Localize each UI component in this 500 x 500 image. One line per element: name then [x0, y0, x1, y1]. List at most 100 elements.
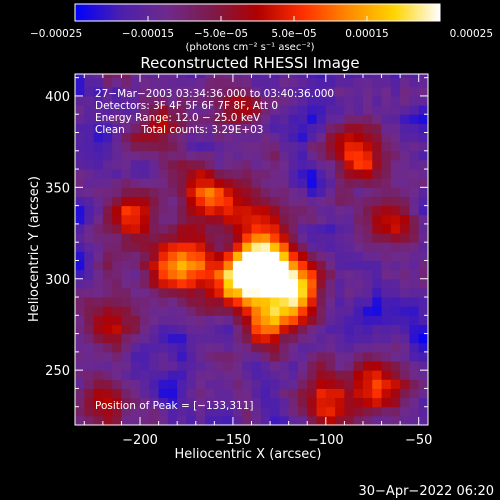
heatmap-cell	[195, 77, 206, 88]
heatmap-cell	[270, 123, 280, 133]
heatmap-cell	[158, 150, 169, 161]
heatmap-cell	[325, 233, 336, 243]
heatmap-cell	[260, 306, 271, 316]
heatmap-cell	[140, 74, 150, 79]
heatmap-cell	[297, 141, 308, 152]
heatmap-cell	[400, 397, 410, 408]
heatmap-cell	[344, 388, 355, 399]
heatmap-cell	[270, 178, 280, 188]
heatmap-cell	[205, 233, 215, 243]
heatmap-cell	[353, 306, 364, 316]
heatmap-cell	[75, 379, 85, 389]
heatmap-cell	[102, 123, 113, 133]
heatmap-cell	[84, 233, 95, 243]
heatmap-cell	[400, 114, 410, 124]
heatmap-cell	[325, 132, 336, 143]
heatmap-cell	[270, 242, 280, 252]
annotation-energy-range: Energy Range: 12.0 − 25.0 keV	[95, 112, 261, 124]
heatmap-cell	[316, 233, 327, 243]
heatmap-cell	[84, 132, 95, 143]
heatmap-cell	[93, 269, 104, 280]
heatmap-cell	[353, 351, 364, 362]
heatmap-cell	[316, 342, 327, 353]
heatmap-cell	[205, 287, 215, 298]
heatmap-cell	[390, 351, 401, 362]
heatmap-cell	[186, 242, 197, 252]
heatmap-cell	[75, 159, 85, 170]
heatmap-cell	[140, 342, 150, 353]
heatmap-cell	[195, 278, 206, 289]
heatmap-cell	[242, 233, 252, 243]
heatmap-cell	[372, 315, 383, 325]
heatmap-cell	[112, 333, 122, 344]
heatmap-cell	[381, 415, 392, 426]
heatmap-cell	[223, 351, 234, 362]
heatmap-cell	[93, 105, 104, 115]
heatmap-cell	[242, 415, 252, 426]
heatmap-cell	[121, 141, 132, 152]
heatmap-cell	[297, 123, 308, 133]
heatmap-cell	[130, 397, 141, 408]
heatmap-cell	[381, 223, 392, 234]
heatmap-cell	[260, 159, 271, 170]
heatmap-cell	[232, 379, 243, 389]
heatmap-cell	[75, 132, 85, 143]
heatmap-cell	[75, 223, 85, 234]
heatmap-cell	[130, 388, 141, 399]
heatmap-cell	[158, 74, 169, 79]
heatmap-cell	[195, 205, 206, 216]
heatmap-cell	[223, 77, 234, 88]
heatmap-cell	[121, 214, 132, 225]
heatmap-cell	[390, 178, 401, 188]
heatmap-cell	[335, 114, 345, 124]
heatmap-cell	[344, 397, 355, 408]
heatmap-cell	[149, 123, 160, 133]
heatmap-cell	[186, 74, 197, 79]
heatmap-cell	[279, 132, 290, 143]
heatmap-cell	[372, 223, 383, 234]
heatmap-cell	[112, 123, 122, 133]
heatmap-cell	[93, 159, 104, 170]
heatmap-cell	[75, 141, 85, 152]
heatmap-cell	[288, 287, 299, 298]
heatmap-cell	[372, 132, 383, 143]
heatmap-cell	[214, 233, 225, 243]
heatmap-cell	[242, 306, 252, 316]
heatmap-cell	[270, 74, 280, 79]
heatmap-cell	[140, 187, 150, 197]
heatmap-cell	[335, 342, 345, 353]
heatmap-cell	[140, 105, 150, 115]
heatmap-cell	[223, 406, 234, 417]
heatmap-cell	[316, 114, 327, 124]
heatmap-cell	[112, 187, 122, 197]
heatmap-cell	[381, 187, 392, 197]
heatmap-cell	[316, 361, 327, 371]
heatmap-cell	[140, 95, 150, 106]
heatmap-cell	[279, 223, 290, 234]
heatmap-cell	[242, 324, 252, 335]
heatmap-cell	[251, 324, 262, 335]
heatmap-cell	[149, 233, 160, 243]
heatmap-cell	[260, 361, 271, 371]
heatmap-cell	[362, 361, 373, 371]
heatmap-cell	[409, 223, 420, 234]
heatmap-cell	[84, 324, 95, 335]
heatmap-cell	[316, 379, 327, 389]
heatmap-cell	[195, 187, 206, 197]
heatmap-cell	[167, 105, 178, 115]
y-axis-label: Heliocentric Y (arcsec)	[27, 176, 42, 322]
heatmap-cell	[121, 132, 132, 143]
heatmap-cell	[307, 379, 318, 389]
heatmap-cell	[270, 388, 280, 399]
heatmap-cell	[344, 315, 355, 325]
heatmap-cell	[140, 379, 150, 389]
heatmap-cell	[149, 178, 160, 188]
heatmap-cell	[223, 233, 234, 243]
heatmap-cell	[400, 388, 410, 399]
heatmap-cell	[288, 406, 299, 417]
heatmap-cell	[158, 361, 169, 371]
heatmap-cell	[381, 370, 392, 380]
heatmap-cell	[251, 315, 262, 325]
heatmap-cell	[353, 361, 364, 371]
heatmap-cell	[140, 415, 150, 426]
